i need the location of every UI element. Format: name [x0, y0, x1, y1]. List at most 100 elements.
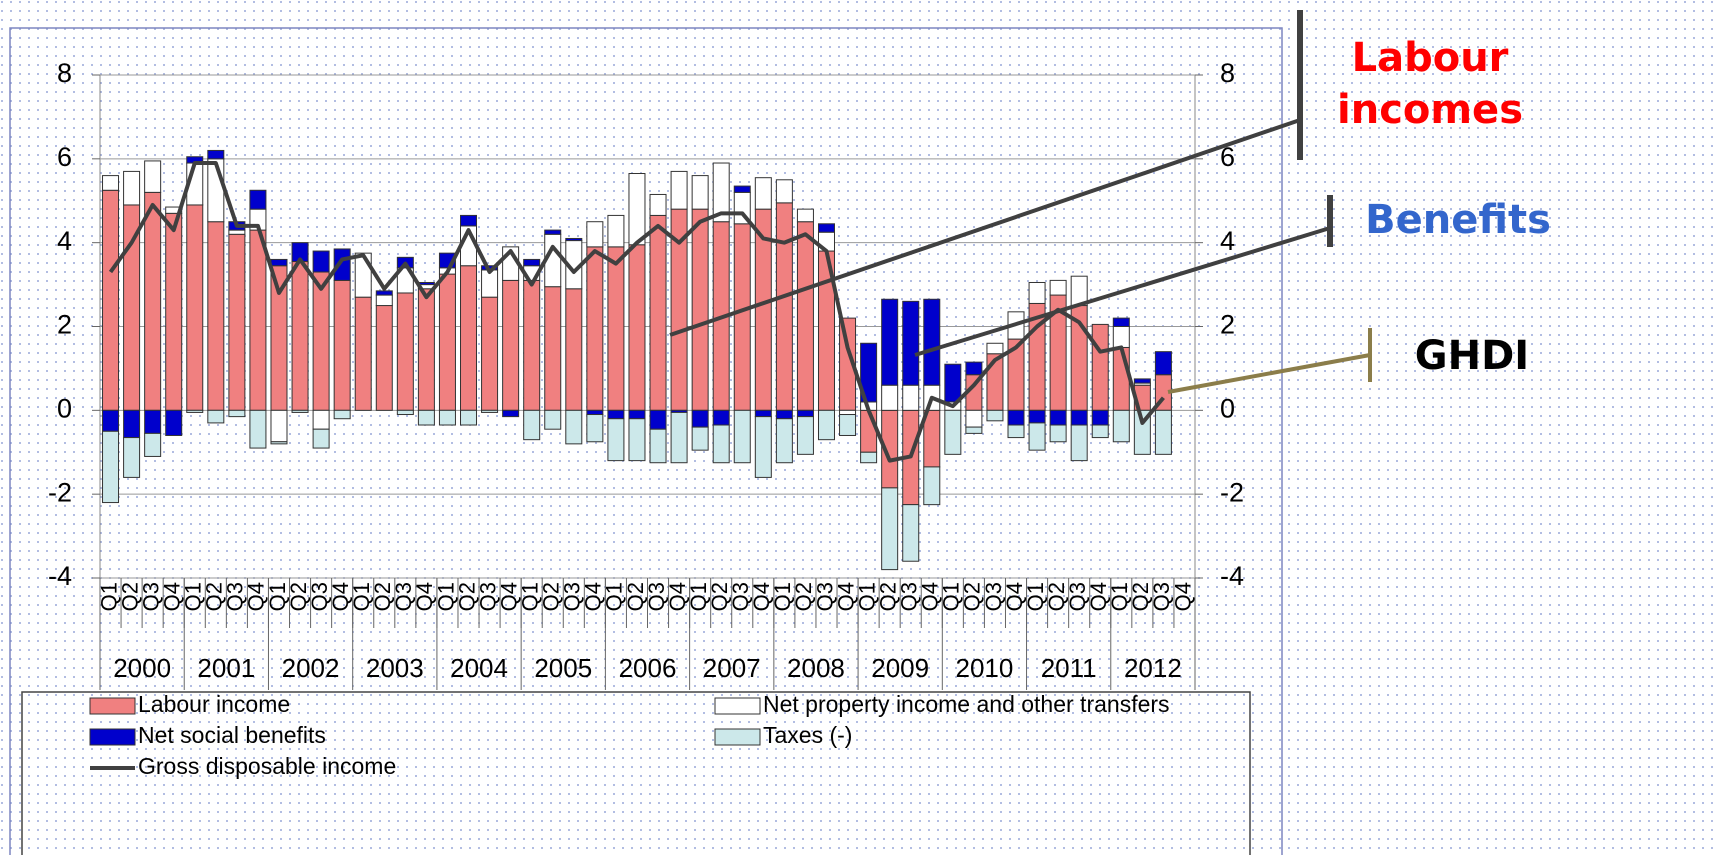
bar-segment	[965, 361, 983, 376]
x-tick-label: Q4	[918, 582, 943, 611]
y-tick-label: -2	[48, 477, 72, 507]
bar-segment	[312, 428, 330, 449]
x-tick-label: Q1	[1107, 582, 1132, 611]
bar-segment	[396, 292, 414, 411]
chart-frame	[9, 27, 1283, 860]
bar-segment	[1133, 409, 1151, 455]
bar-segment	[670, 411, 688, 464]
bar-segment	[860, 409, 878, 453]
x-tick-label: Q2	[454, 582, 479, 611]
legend-label: Net social benefits	[138, 722, 326, 748]
bar-segment	[481, 409, 499, 413]
bar-segment	[102, 430, 120, 504]
bar-segment	[102, 409, 120, 432]
bar-segment	[186, 409, 204, 413]
bar-segment	[712, 424, 730, 464]
x-tick-label: Q4	[412, 582, 437, 611]
bar-segment	[607, 246, 625, 411]
x-tick-label: Q4	[1086, 582, 1111, 611]
y-tick-label: 6	[57, 142, 72, 172]
bar-segment	[207, 409, 225, 424]
x-tick-label: Q3	[560, 582, 585, 611]
x-tick-label: Q4	[328, 582, 353, 611]
bar-segment	[165, 409, 183, 436]
bar-segment	[333, 279, 351, 411]
x-tick-label: Q4	[665, 582, 690, 611]
x-tick-label: Q1	[181, 582, 206, 611]
year-label: 2001	[197, 653, 255, 683]
x-tick-label: Q1	[770, 582, 795, 611]
bar-segment	[165, 212, 183, 411]
annotation: Labour	[1352, 35, 1509, 81]
bar-segment	[691, 208, 709, 411]
bar-segment	[628, 418, 646, 462]
bar-segment	[649, 193, 667, 216]
bar-segment	[607, 409, 625, 420]
x-tick-label: Q2	[370, 582, 395, 611]
bar-segment	[1049, 409, 1067, 426]
bar-segment	[565, 409, 583, 445]
x-tick-label: Q2	[791, 582, 816, 611]
x-tick-label: Q2	[117, 582, 142, 611]
bar-segment	[586, 409, 604, 416]
x-tick-label: Q1	[349, 582, 374, 611]
x-tick-label: Q2	[707, 582, 732, 611]
y-tick-label: 2	[57, 310, 72, 340]
x-tick-label: Q2	[960, 582, 985, 611]
x-tick-label: Q4	[244, 582, 269, 611]
bar-segment	[691, 409, 709, 428]
bar-segment	[902, 504, 920, 562]
bar-segment	[860, 451, 878, 464]
bar-segment	[796, 416, 814, 455]
year-label: 2003	[366, 653, 424, 683]
bar-segment	[586, 246, 604, 411]
bar-segment	[649, 409, 667, 430]
bar-segment	[775, 202, 793, 411]
bar-segment	[1028, 281, 1046, 304]
x-tick-label: Q3	[897, 582, 922, 611]
bar-segment	[1154, 351, 1172, 376]
line	[108, 161, 1165, 463]
bar-segment	[817, 223, 835, 233]
y2-tick-label: 6	[1220, 142, 1235, 172]
bar-segment	[1112, 409, 1130, 443]
bar-segment	[1133, 378, 1151, 384]
y-tick-label: -4	[48, 561, 72, 591]
bar-segment	[270, 258, 288, 267]
legend-label: Net property income and other transfers	[763, 691, 1170, 717]
year-label: 2006	[619, 653, 677, 683]
bar-segment	[312, 409, 330, 430]
x-tick-label: Q1	[602, 582, 627, 611]
x-tick-label: Q3	[1149, 582, 1174, 611]
bar-segment	[144, 432, 162, 457]
bar-segment	[670, 170, 688, 210]
bar-segment	[207, 149, 225, 160]
bar-segment	[881, 384, 899, 411]
annotation: GHDI	[1415, 333, 1529, 379]
bar-segment	[1112, 326, 1130, 348]
x-tick-label: Q3	[644, 582, 669, 611]
x-tick-label: Q4	[160, 582, 185, 611]
bar-segment	[817, 409, 835, 441]
bar-segment	[523, 258, 541, 267]
bar-segment	[1112, 317, 1130, 328]
bar-segment	[754, 416, 772, 478]
legend-label: Gross disposable income	[138, 753, 396, 779]
bar-segment	[691, 175, 709, 210]
bar-segment	[375, 305, 393, 411]
bar-segment	[270, 441, 288, 445]
bar-segment	[923, 298, 941, 386]
bar-segment	[1049, 424, 1067, 443]
bar-segment	[354, 296, 372, 411]
annotation: incomes	[1337, 87, 1523, 133]
x-tick-label: Q4	[749, 582, 774, 611]
bar-segment	[481, 296, 499, 411]
bar-segment	[523, 409, 541, 441]
x-tick-label: Q3	[391, 582, 416, 611]
bar-segment	[944, 409, 962, 455]
bar-segment	[881, 487, 899, 571]
y2-tick-label: -2	[1220, 477, 1244, 507]
bar-segment	[691, 426, 709, 451]
